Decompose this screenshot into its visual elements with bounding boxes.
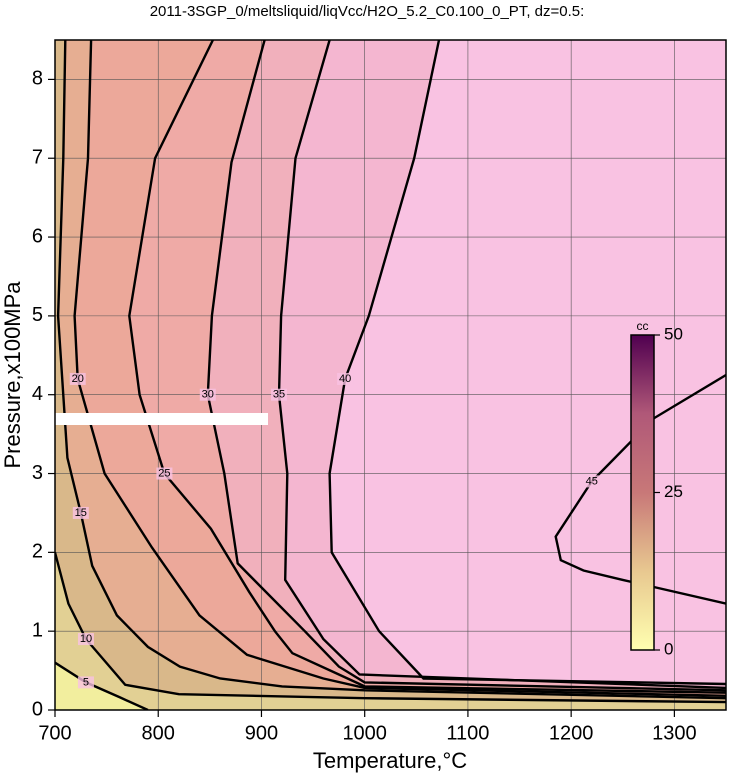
colorbar-label: cc xyxy=(637,319,649,333)
colorbar-tick-label: 0 xyxy=(664,639,673,658)
contour-fill xyxy=(55,552,726,710)
colorbar-tick-label: 25 xyxy=(664,482,683,501)
contour-line xyxy=(56,40,726,700)
contour-line xyxy=(55,552,726,704)
contour-label: 10 xyxy=(80,633,92,645)
contour-label-bg xyxy=(69,372,86,385)
contour-line xyxy=(206,40,726,692)
axes: 700 800 900 1000 1100 1200 1300012345678cc0255… xyxy=(32,39,727,744)
x-tick-label: 1100 xyxy=(446,722,489,744)
colorbar-tick-label: 50 xyxy=(664,324,683,343)
contour-label: 25 xyxy=(158,467,170,479)
contour-label: 45 xyxy=(586,475,598,487)
y-axis-label: Pressure,x100MPa xyxy=(0,281,25,469)
y-tick-label: 8 xyxy=(32,68,43,90)
contour-label-bg xyxy=(337,372,354,385)
y-tick-label: 5 xyxy=(32,304,43,326)
contour-label-bg xyxy=(156,467,173,480)
x-tick-label: 800 xyxy=(142,722,175,744)
y-tick-label: 4 xyxy=(32,383,43,405)
contour-label-bg xyxy=(199,388,216,401)
y-tick-label: 7 xyxy=(32,147,43,169)
y-tick-label: 2 xyxy=(32,541,43,563)
y-tick-label: 6 xyxy=(32,225,43,247)
contour-line xyxy=(55,661,149,710)
contour-label: 35 xyxy=(273,389,285,401)
contour-label-bg xyxy=(77,633,94,646)
x-tick-label: 900 xyxy=(245,722,278,744)
contour-label-bg xyxy=(583,475,600,488)
y-tick-label: 1 xyxy=(32,619,43,641)
contour-fill xyxy=(55,662,148,710)
contour-label: 5 xyxy=(83,676,89,688)
y-tick-label: 0 xyxy=(32,698,43,720)
plot-area: 40 35 30 25 20 15 10 5 45 xyxy=(55,40,726,710)
x-tick-label: 1200 xyxy=(549,722,594,744)
x-tick-label: 700 xyxy=(38,722,71,744)
contour-label: 15 xyxy=(75,507,87,519)
contour-label: 20 xyxy=(72,373,84,385)
contour-fill xyxy=(55,40,726,710)
colorbar xyxy=(630,334,655,651)
contour-label-bg xyxy=(271,388,288,401)
x-tick-label: 1000 xyxy=(342,722,387,744)
contour-label-bg xyxy=(77,676,94,689)
contour-line xyxy=(128,40,726,694)
contour-label: 40 xyxy=(339,373,351,385)
contour-line xyxy=(277,40,726,690)
contour-line xyxy=(73,40,726,697)
contour-fill xyxy=(55,40,726,710)
data-gap xyxy=(55,413,268,425)
y-tick-label: 3 xyxy=(32,462,43,484)
contour-label-bg xyxy=(72,506,89,519)
plot-frame xyxy=(54,39,727,711)
x-axis-label: Temperature,°C xyxy=(313,748,467,773)
chart-title: 2011-3SGP_0/meltsliquid/liqVcc/H2O_5.2_C… xyxy=(150,3,585,20)
contour-label: 30 xyxy=(202,389,214,401)
x-tick-label: 1300 xyxy=(652,722,697,744)
contour-line xyxy=(328,40,726,686)
